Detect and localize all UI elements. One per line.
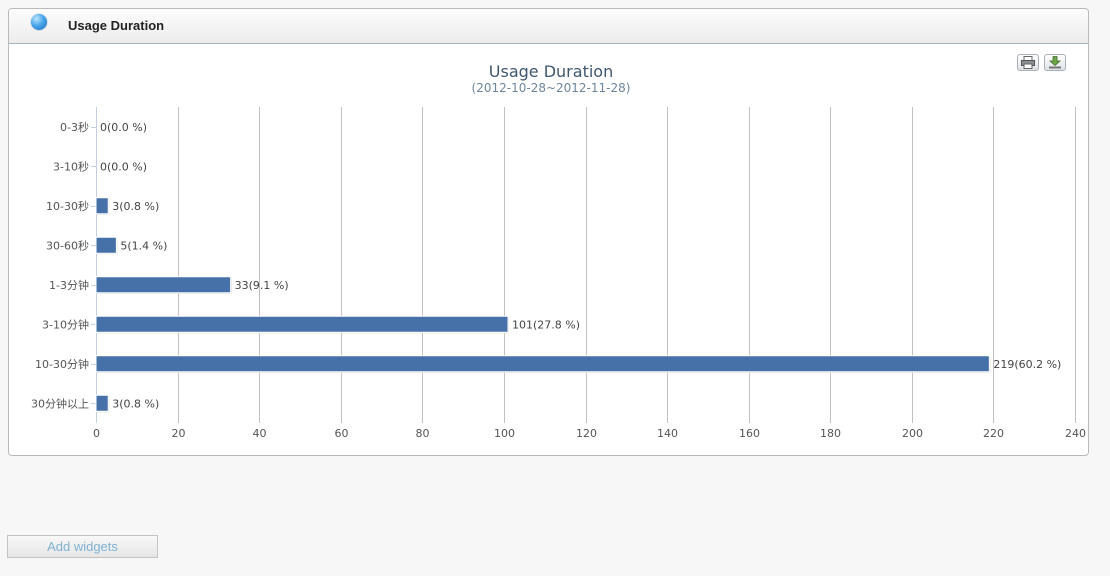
x-tick-label: 180 [820, 427, 841, 440]
data-label: 0(0.0 %) [100, 160, 147, 173]
chart-subtitle: (2012-10-28~2012-11-28) [472, 81, 631, 95]
x-tick-label: 120 [576, 427, 597, 440]
widget-title: Usage Duration [68, 18, 165, 33]
x-tick-label: 200 [902, 427, 923, 440]
y-tick-label: 1-3分钟 [49, 278, 89, 292]
data-label: 5(1.4 %) [120, 239, 167, 252]
bar[interactable] [95, 236, 117, 254]
printer-icon [1021, 56, 1035, 69]
y-tick-label: 30-60秒 [46, 238, 89, 252]
data-label: 219(60.2 %) [993, 358, 1061, 371]
usage-duration-chart: Usage Duration (2012-10-28~2012-11-28) 0… [31, 62, 1086, 440]
usage-duration-widget: Usage Duration [8, 8, 1089, 456]
widget-header: Usage Duration [9, 9, 1088, 44]
y-tick-label: 10-30秒 [46, 199, 89, 213]
x-tick-label: 20 [172, 427, 186, 440]
bar[interactable] [95, 394, 109, 412]
export-button[interactable] [1044, 54, 1066, 71]
y-tick-label: 10-30分钟 [35, 357, 89, 371]
bar[interactable] [95, 276, 232, 294]
data-label: 3(0.8 %) [112, 397, 159, 410]
y-tick-label: 3-10秒 [53, 159, 89, 173]
x-tick-label: 100 [494, 427, 515, 440]
data-label: 101(27.8 %) [512, 318, 580, 331]
x-tick-label: 60 [335, 427, 349, 440]
download-icon [1048, 56, 1062, 69]
data-label: 3(0.8 %) [112, 200, 159, 213]
data-label: 0(0.0 %) [100, 121, 147, 134]
bar[interactable] [95, 355, 990, 373]
x-tick-label: 0 [93, 427, 100, 440]
y-tick-label: 0-3秒 [60, 120, 89, 134]
globe-icon [31, 14, 47, 30]
bar[interactable] [95, 315, 509, 333]
bar[interactable] [95, 197, 109, 215]
x-tick-label: 160 [739, 427, 760, 440]
y-tick-label: 3-10分钟 [42, 317, 89, 331]
print-button[interactable] [1017, 54, 1039, 71]
y-tick-label: 30分钟以上 [31, 396, 89, 410]
x-tick-label: 240 [1065, 427, 1086, 440]
add-widgets-button[interactable]: Add widgets [7, 535, 158, 558]
x-tick-label: 220 [983, 427, 1004, 440]
chart-title: Usage Duration [489, 62, 613, 81]
x-tick-label: 140 [657, 427, 678, 440]
x-tick-label: 80 [416, 427, 430, 440]
x-tick-label: 40 [253, 427, 267, 440]
data-label: 33(9.1 %) [235, 279, 289, 292]
